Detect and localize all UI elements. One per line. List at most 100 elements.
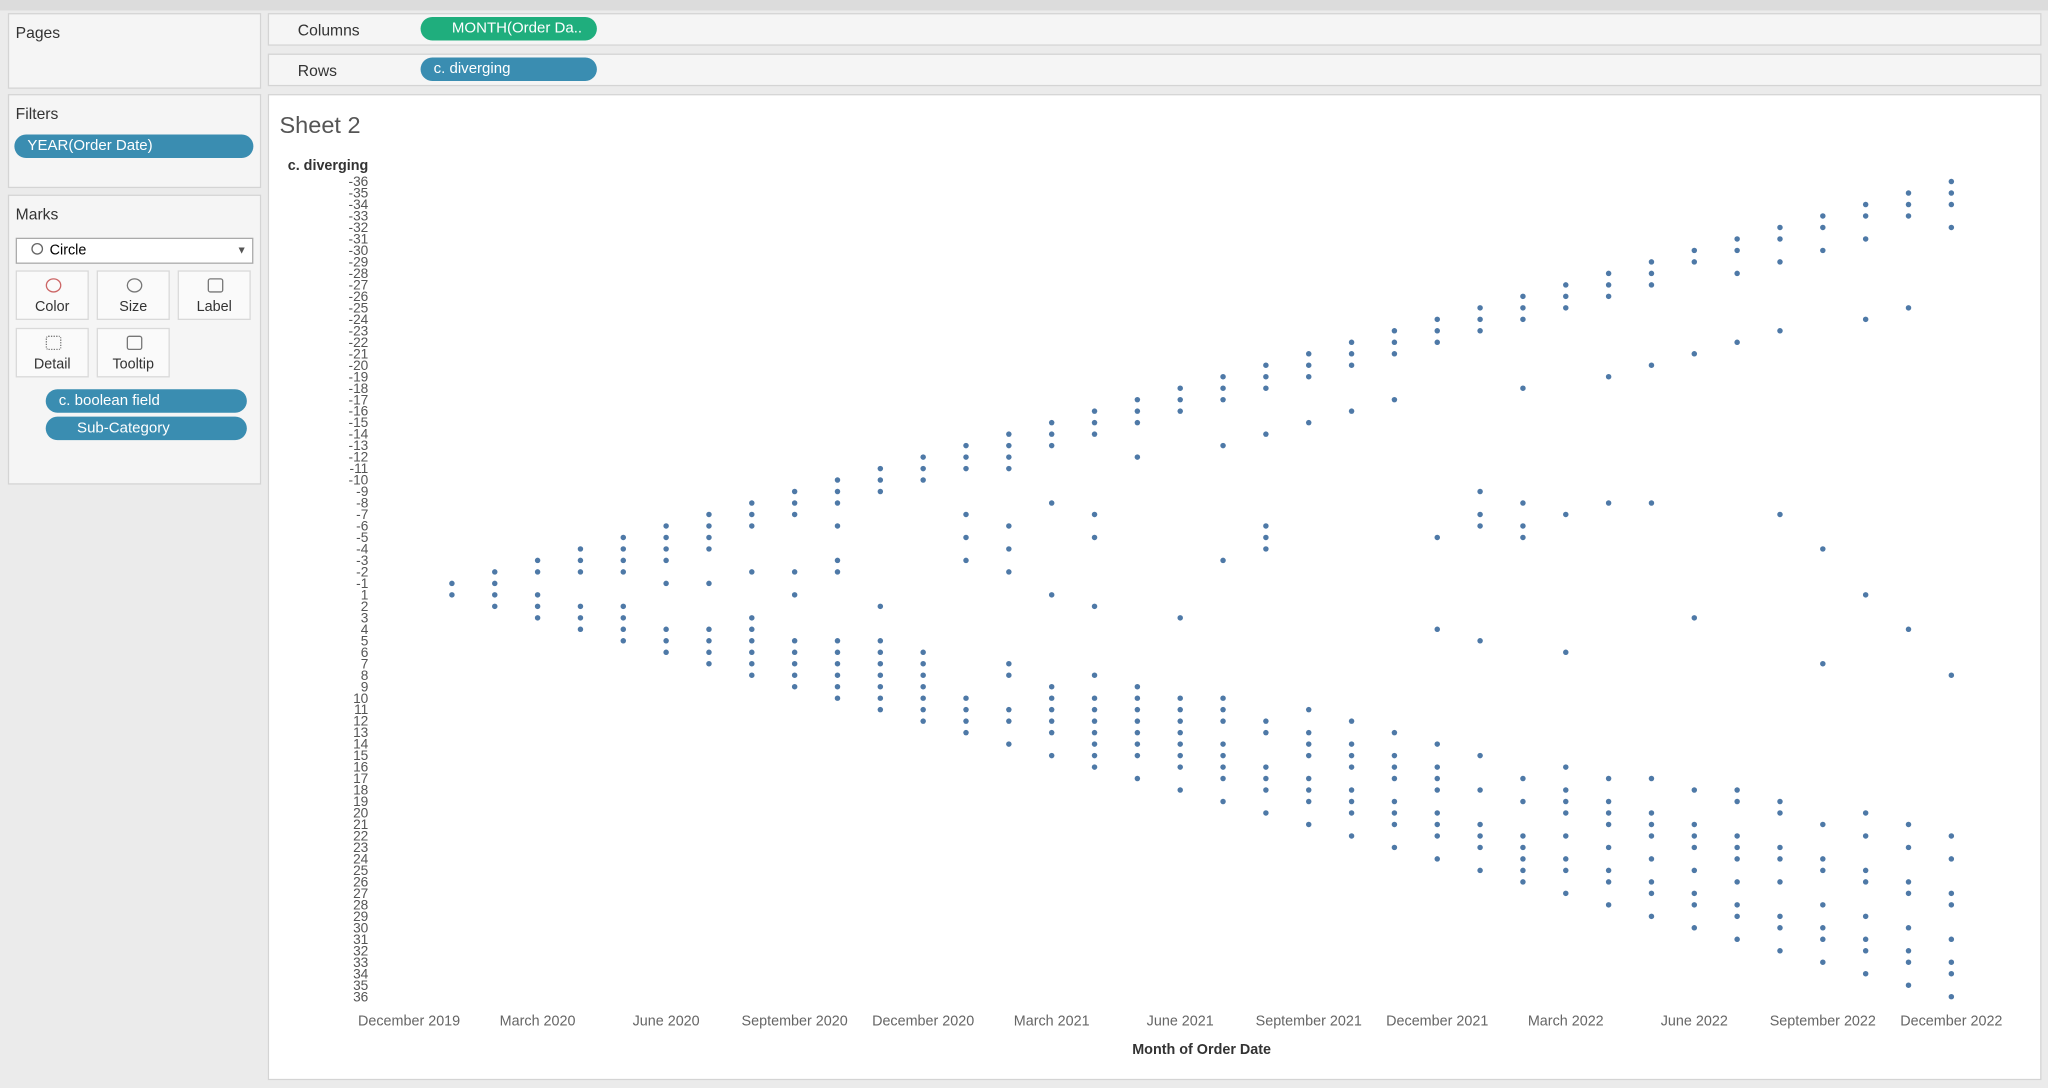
color-button[interactable]: Color: [15, 270, 89, 320]
y-tick-label: -14: [349, 427, 369, 442]
data-point: [1006, 672, 1012, 678]
data-point: [1905, 982, 1912, 988]
data-point: [834, 569, 841, 575]
data-point: [920, 706, 926, 713]
mark-type-dropdown[interactable]: Circle ▼: [15, 237, 254, 264]
button-label: Detail: [33, 356, 71, 373]
data-point: [1691, 925, 1698, 931]
y-tick-label: 29: [353, 909, 368, 924]
data-point: [920, 661, 926, 667]
data-point: [1777, 328, 1783, 334]
y-tick-label: 7: [361, 656, 369, 671]
data-point: [706, 511, 712, 518]
data-point: [1006, 454, 1012, 460]
y-tick-label: -27: [349, 277, 369, 292]
y-tick-label: -3: [356, 553, 369, 568]
y-tick-label: 11: [354, 702, 368, 717]
data-point: [1434, 316, 1440, 323]
data-point: [1220, 557, 1226, 564]
detail-pill[interactable]: c. boolean field: [45, 389, 247, 413]
data-point: [1820, 856, 1826, 862]
data-point: [1220, 718, 1226, 724]
data-point: [1091, 431, 1098, 437]
data-point: [877, 661, 884, 667]
icon: [45, 335, 62, 351]
data-point: [1220, 752, 1226, 759]
column-pill[interactable]: MONTH(Order Da..: [420, 16, 597, 41]
circle-icon: [31, 242, 44, 255]
data-point: [1734, 936, 1740, 943]
data-point: [1091, 752, 1098, 759]
data-point: [834, 672, 841, 678]
y-tick-label: -2: [356, 564, 368, 579]
data-point: [1134, 718, 1141, 724]
data-point: [1905, 626, 1912, 633]
data-point: [1905, 213, 1912, 219]
data-point: [1820, 936, 1826, 943]
panel-title: Pages: [15, 23, 61, 42]
data-point: [1734, 798, 1740, 805]
data-point: [1348, 787, 1355, 793]
data-point: [1563, 856, 1569, 862]
tab-strip: [0, 0, 2048, 11]
data-point: [1305, 741, 1312, 747]
data-point: [1734, 270, 1740, 277]
data-point: [1134, 454, 1141, 460]
data-point: [1434, 856, 1440, 862]
data-point: [534, 569, 541, 575]
tooltip-button[interactable]: Tooltip: [96, 327, 170, 378]
row-pill[interactable]: c. diverging: [420, 57, 597, 81]
data-point: [1263, 534, 1269, 541]
data-point: [1520, 500, 1526, 506]
icon: [126, 335, 143, 351]
data-point: [1820, 661, 1826, 667]
data-point: [1820, 224, 1826, 231]
y-tick-label: -31: [349, 232, 369, 247]
data-point: [1348, 718, 1355, 724]
data-point: [1691, 247, 1698, 254]
y-tick-label: 18: [353, 783, 369, 798]
size-button[interactable]: Size: [96, 270, 170, 320]
data-point: [1177, 408, 1183, 414]
data-point: [1777, 844, 1783, 851]
dropdown-arrow: ▼: [236, 244, 247, 256]
data-point: [577, 557, 584, 564]
x-tick-label: September 2022: [1770, 1013, 1876, 1029]
data-point: [620, 603, 627, 610]
data-point: [1948, 970, 1955, 977]
data-point: [791, 488, 798, 495]
data-point: [1048, 695, 1055, 701]
data-point: [1691, 833, 1698, 839]
data-point: [1820, 959, 1826, 965]
x-tick-label: June 2020: [633, 1013, 700, 1029]
y-tick-label: -18: [349, 381, 369, 396]
data-point: [877, 649, 884, 656]
data-point: [1862, 936, 1869, 943]
x-tick-label: December 2021: [1386, 1013, 1488, 1029]
data-point: [1091, 672, 1098, 678]
data-point: [1263, 362, 1269, 368]
data-point: [1520, 523, 1526, 529]
data-point: [1905, 821, 1912, 828]
data-point: [577, 569, 584, 575]
data-point: [1777, 810, 1783, 816]
detail-button[interactable]: Detail: [15, 327, 89, 378]
detail-pill[interactable]: Sub-Category: [45, 416, 247, 441]
data-point: [1905, 201, 1912, 208]
data-point: [1948, 902, 1955, 908]
filter-pill[interactable]: YEAR(Order Date): [14, 134, 254, 159]
data-point: [791, 649, 798, 656]
data-point: [1263, 729, 1269, 736]
data-point: [620, 534, 627, 541]
data-point: [1734, 913, 1740, 920]
data-point: [663, 580, 669, 587]
button-label: Color: [35, 299, 70, 315]
data-point: [1948, 224, 1955, 231]
data-point: [1777, 856, 1783, 862]
data-point: [706, 638, 712, 644]
data-point: [1948, 993, 1955, 1000]
data-point: [663, 626, 669, 633]
label-button[interactable]: Label: [177, 270, 251, 320]
data-point: [791, 569, 798, 575]
